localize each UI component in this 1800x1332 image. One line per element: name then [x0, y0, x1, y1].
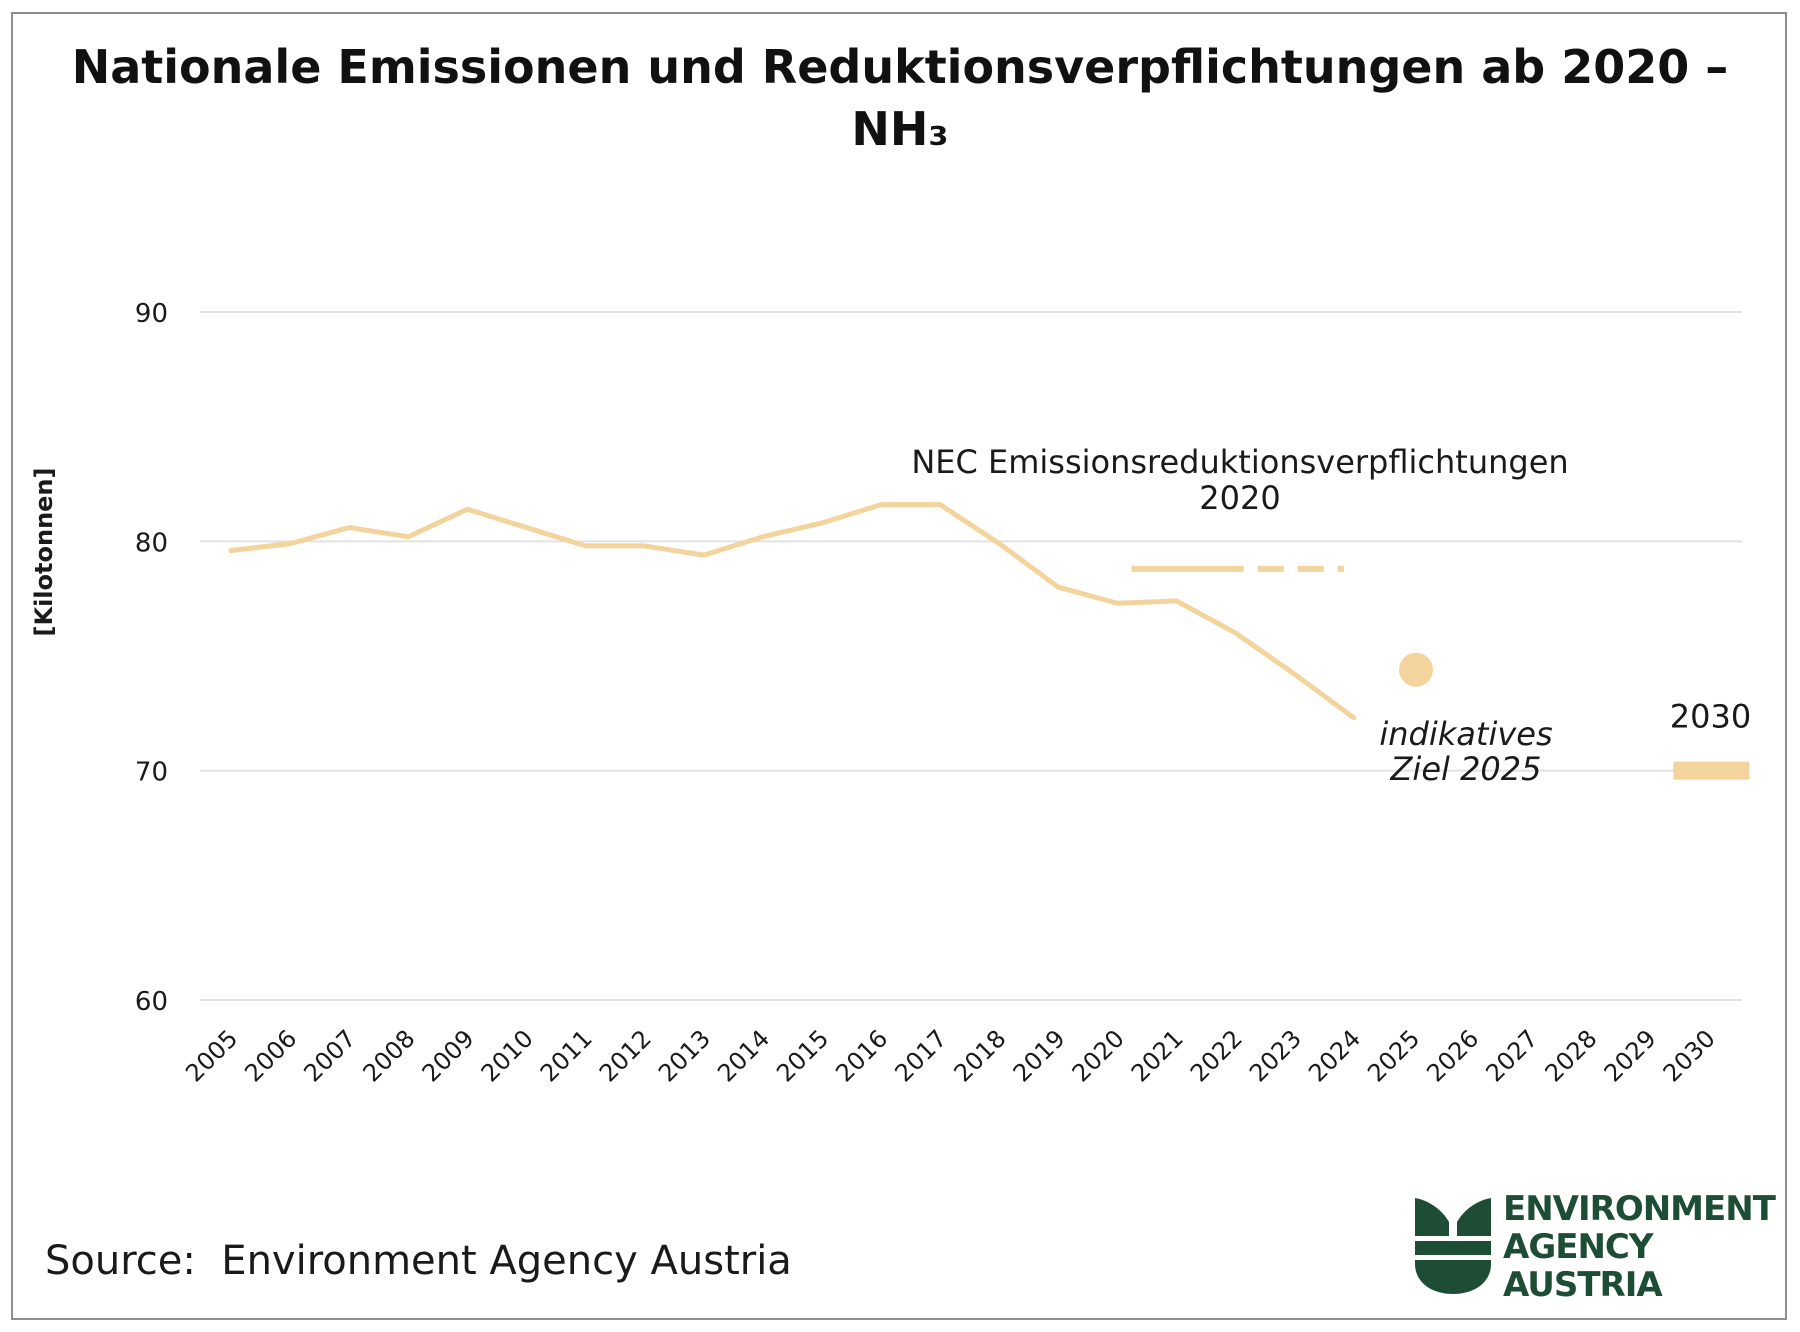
x-tick-label: 2005 — [180, 1024, 243, 1087]
x-tick-label: 2006 — [239, 1024, 302, 1087]
indicative-label-line1: indikatives — [1379, 715, 1552, 753]
logo-text-line2: AGENCY — [1503, 1227, 1653, 1267]
y-tick-label: 90 — [135, 299, 168, 329]
x-tick-label: 2019 — [1008, 1024, 1071, 1087]
chart-title-line2: NH₃ — [851, 102, 949, 156]
y-tick-labels: 60 70 80 90 — [135, 299, 168, 1017]
obligation-label-line1: NEC Emissionsreduktionsverpflichtungen — [911, 443, 1568, 481]
x-tick-label: 2007 — [298, 1024, 361, 1087]
x-tick-labels: 2005200620072008200920102011201220132014… — [180, 1024, 1720, 1087]
x-tick-label: 2023 — [1244, 1024, 1307, 1087]
obligation-label-line2: 2020 — [1199, 479, 1280, 517]
x-tick-label: 2022 — [1185, 1024, 1248, 1087]
chart-title: Nationale Emissionen und Reduktionsverpf… — [40, 36, 1760, 160]
x-tick-label: 2024 — [1303, 1024, 1366, 1087]
logo-text-line1: ENVIRONMENT — [1503, 1189, 1776, 1229]
x-tick-label: 2030 — [1658, 1024, 1721, 1087]
logo-text-line3: AUSTRIA — [1503, 1265, 1663, 1305]
x-tick-label: 2013 — [653, 1024, 716, 1087]
chart-frame — [11, 12, 1787, 1320]
x-tick-label: 2025 — [1362, 1024, 1425, 1087]
x-tick-label: 2028 — [1540, 1024, 1603, 1087]
x-tick-label: 2027 — [1480, 1024, 1543, 1087]
y-tick-label: 70 — [135, 758, 168, 788]
grid-lines — [200, 311, 1742, 1001]
chart-title-line1: Nationale Emissionen und Reduktionsverpf… — [71, 40, 1729, 94]
x-tick-label: 2012 — [594, 1024, 657, 1087]
x-tick-label: 2009 — [417, 1024, 480, 1087]
series-layer — [228, 502, 1357, 721]
x-tick-label: 2008 — [358, 1024, 421, 1087]
emissions-series-line — [228, 502, 1357, 721]
x-tick-label: 2018 — [949, 1024, 1012, 1087]
x-tick-label: 2021 — [1126, 1024, 1189, 1087]
source-note: Source: Environment Agency Austria — [45, 1238, 792, 1284]
x-tick-label: 2010 — [476, 1024, 539, 1087]
x-tick-label: 2016 — [830, 1024, 893, 1087]
x-tick-label: 2029 — [1599, 1024, 1662, 1087]
x-tick-label: 2026 — [1421, 1024, 1484, 1087]
x-tick-label: 2011 — [535, 1024, 598, 1087]
target-2030-label: 2030 — [1670, 698, 1751, 736]
target-marks — [1399, 652, 1750, 780]
indicative-label-line2: Ziel 2025 — [1390, 750, 1542, 788]
logo-text: ENVIRONMENT AGENCY AUSTRIA — [1503, 1189, 1776, 1305]
target-2030-bar — [1673, 761, 1750, 780]
y-axis-label: [Kilotonnen] — [30, 468, 58, 637]
x-tick-label: 2014 — [712, 1024, 775, 1087]
environment-agency-logo: ENVIRONMENT AGENCY AUSTRIA — [1415, 1190, 1790, 1304]
x-tick-label: 2017 — [889, 1024, 952, 1087]
indicative-2025-dot — [1399, 652, 1433, 687]
x-tick-label: 2015 — [771, 1024, 834, 1087]
y-tick-label: 80 — [135, 528, 168, 558]
logo-emblem-icon — [1415, 1198, 1491, 1294]
x-tick-label: 2020 — [1067, 1024, 1130, 1087]
y-tick-label: 60 — [135, 987, 168, 1017]
